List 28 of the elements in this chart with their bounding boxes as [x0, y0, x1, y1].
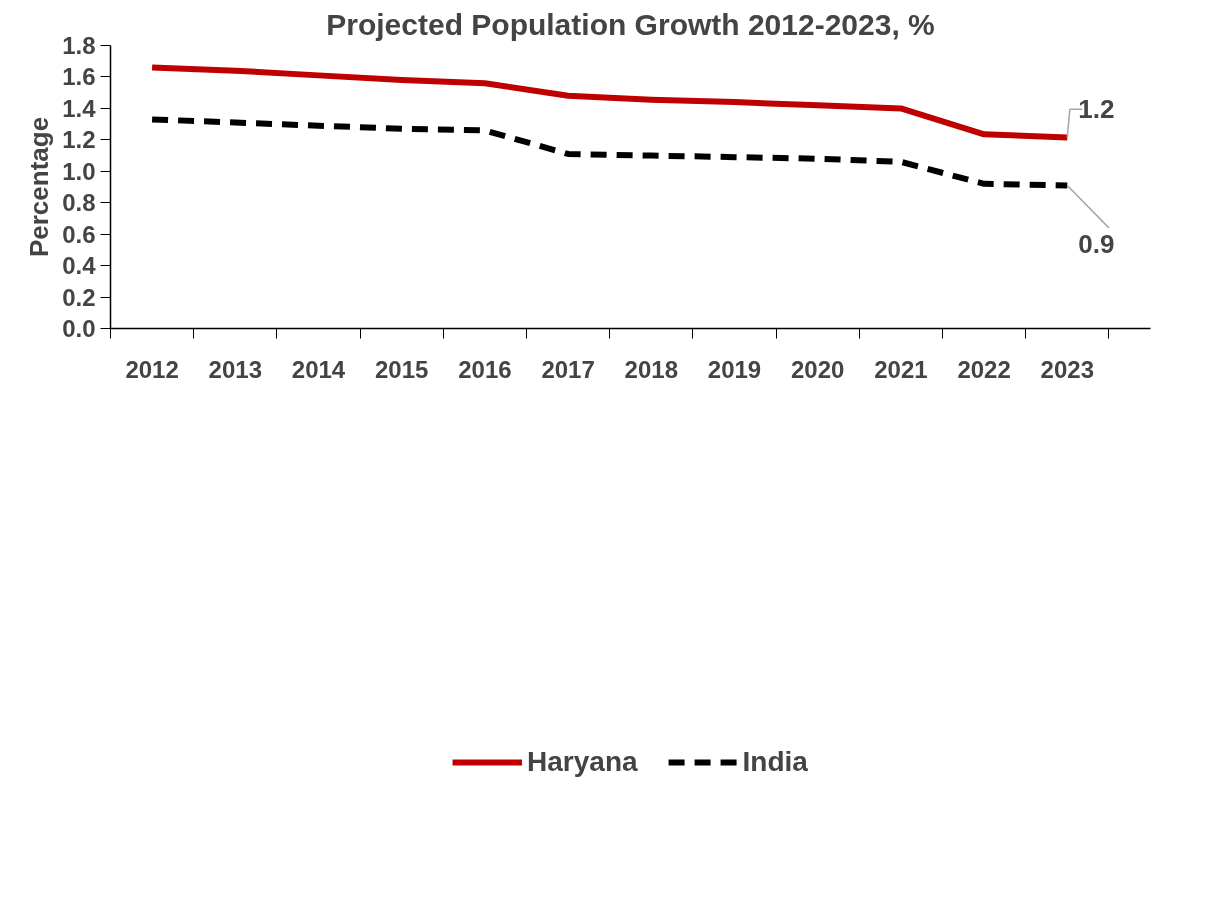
x-tick-label: 2017 — [541, 355, 595, 383]
annotation: 0.9 — [1078, 228, 1115, 259]
x-tick-label: 2016 — [458, 355, 512, 383]
y-tick-label: 1.8 — [62, 32, 96, 59]
y-axis-title: Percentage — [24, 116, 55, 258]
x-tick-label: 2020 — [791, 355, 845, 383]
x-tick-label: 2023 — [1040, 355, 1094, 383]
y-tick-label: 1.0 — [62, 157, 96, 185]
x-tick-label: 2012 — [125, 355, 179, 383]
x-tick-label: 2021 — [874, 355, 928, 383]
y-tick-label: 0.4 — [62, 252, 97, 280]
chart-title: Projected Population Growth 2012-2023, % — [326, 7, 935, 41]
y-tick-label: 0.0 — [62, 315, 96, 342]
y-tick-label: 0.2 — [62, 283, 96, 311]
y-tick-label: 1.2 — [62, 126, 96, 154]
x-tick-label: 2019 — [707, 355, 762, 383]
y-tick-label: 0.8 — [62, 189, 96, 217]
x-tick-label: 2014 — [291, 355, 346, 383]
x-tick-label: 2022 — [957, 355, 1011, 383]
legend-label: Haryana — [527, 746, 638, 778]
x-tick-label: 2015 — [375, 355, 429, 383]
x-tick-label: 2013 — [208, 355, 262, 383]
y-tick-label: 1.6 — [62, 63, 96, 91]
y-tick-label: 0.6 — [62, 220, 96, 248]
legend-label: India — [742, 746, 808, 778]
annotation: 1.2 — [1078, 94, 1115, 125]
x-tick-label: 2018 — [624, 355, 678, 383]
y-tick-label: 1.4 — [62, 94, 97, 122]
